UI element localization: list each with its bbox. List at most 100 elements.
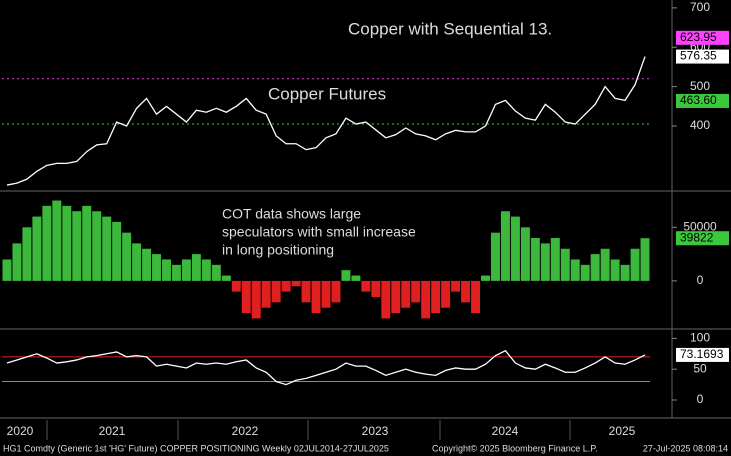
bar [102, 216, 112, 281]
bar [401, 280, 411, 308]
bar [132, 243, 142, 281]
bar [152, 254, 162, 281]
y-tick-label: 100 [690, 331, 710, 345]
bar [570, 259, 580, 281]
y-tick-label: 500 [690, 79, 710, 93]
bar [331, 280, 341, 303]
bar [421, 280, 431, 319]
value-tag-label: 623.95 [680, 30, 717, 44]
bar [610, 259, 620, 281]
bar [391, 280, 401, 314]
annotation: speculators with small increase [222, 224, 416, 240]
y-tick-label: 0 [697, 273, 704, 287]
bar [500, 211, 510, 281]
bar [231, 280, 241, 292]
value-tag [676, 231, 729, 246]
bar [12, 243, 22, 281]
bar [471, 280, 481, 314]
bar [481, 275, 490, 281]
bar [530, 238, 540, 281]
y-tick-label: 50 [693, 361, 707, 375]
x-tick-label: 2023 [362, 424, 389, 438]
chart-title: Copper with Sequential 13. [348, 19, 552, 38]
value-tag-label: 576.35 [680, 49, 717, 63]
bar [142, 248, 152, 281]
bar [540, 243, 550, 281]
bar [42, 205, 52, 281]
value-tag [676, 30, 729, 45]
bar [510, 216, 520, 281]
bar [630, 248, 640, 281]
bar [171, 264, 181, 281]
x-tick-label: 2024 [492, 424, 519, 438]
x-tick-label: 2021 [99, 424, 126, 438]
value-tag [676, 49, 729, 64]
bar [441, 280, 451, 308]
bar [490, 232, 500, 281]
bar [461, 280, 471, 303]
bar [291, 280, 301, 287]
bar [261, 280, 271, 308]
bar [640, 238, 650, 281]
footer-copyright: Copyright© 2025 Bloomberg Finance L.P. [432, 443, 598, 453]
bar [162, 259, 171, 281]
x-tick-label: 2025 [609, 424, 636, 438]
bar [281, 280, 291, 292]
annotation: in long positioning [222, 242, 334, 258]
bar [2, 259, 12, 281]
bar [122, 232, 132, 281]
bar [451, 280, 461, 292]
x-tick-label: 2020 [7, 424, 34, 438]
bar [112, 221, 122, 281]
footer-source: HG1 Comdty (Generic 1st 'HG' Future) COP… [3, 443, 389, 453]
line [6, 56, 646, 186]
bar [341, 270, 351, 281]
y-tick-label: 400 [690, 118, 710, 132]
bar [181, 259, 191, 281]
bar [580, 264, 590, 281]
bar [620, 264, 630, 281]
value-tag-label: 463.60 [680, 93, 717, 107]
annotation: COT data shows large [222, 206, 361, 222]
bar [600, 248, 610, 281]
bar [82, 205, 92, 281]
bar [201, 259, 211, 281]
bar [550, 238, 560, 281]
bar [211, 264, 221, 281]
x-tick-label: 2022 [232, 424, 259, 438]
line [6, 349, 646, 386]
annotation: Copper Futures [268, 84, 386, 103]
bar [411, 280, 421, 303]
bar [351, 275, 361, 281]
bar [241, 280, 251, 314]
footer-timestamp: 27-Jul-2025 08:08:14 [643, 443, 728, 453]
bar [32, 216, 42, 281]
bar [361, 280, 371, 292]
value-tag-label: 39822 [680, 230, 714, 244]
bar [560, 248, 570, 281]
bar [221, 275, 231, 281]
value-tag [676, 93, 729, 108]
bar [381, 280, 391, 319]
bar [590, 254, 600, 281]
y-tick-label: 0 [697, 392, 704, 406]
bar [72, 211, 82, 281]
bar [191, 254, 201, 281]
bar [271, 280, 281, 303]
bar [431, 280, 441, 314]
bar [321, 280, 331, 308]
bar [251, 280, 261, 319]
y-tick-label: 700 [690, 0, 710, 14]
value-tag-label: 73.1693 [680, 347, 724, 361]
bar [301, 280, 311, 303]
value-tag [676, 347, 729, 362]
bar [92, 211, 102, 281]
bar [62, 205, 72, 281]
bar [371, 280, 381, 297]
bar [22, 227, 32, 281]
bar [520, 227, 530, 281]
bar [311, 280, 321, 314]
y-tick-label: 50000 [683, 219, 717, 233]
